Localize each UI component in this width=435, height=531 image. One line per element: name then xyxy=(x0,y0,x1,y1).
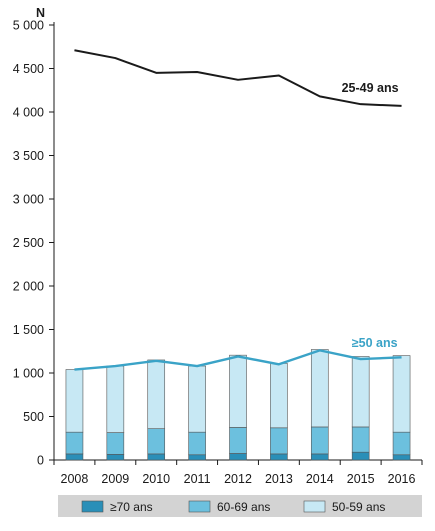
y-tick-label: 500 xyxy=(23,410,44,424)
bar-segment xyxy=(188,454,206,461)
x-tick-label: 2012 xyxy=(224,472,252,486)
bar-segment xyxy=(270,363,288,429)
bar-segment xyxy=(147,453,166,461)
y-tick-label: 3 000 xyxy=(13,193,44,207)
bar-segment xyxy=(106,432,125,455)
series-label: 25-49 ans xyxy=(342,81,399,95)
series-line xyxy=(74,49,402,107)
y-tick-label: 0 xyxy=(37,454,44,468)
x-tick-label: 2011 xyxy=(184,472,211,486)
legend-swatch xyxy=(81,500,104,513)
bar-segment xyxy=(270,427,288,455)
x-tick-label: 2010 xyxy=(142,472,170,486)
bar-segment xyxy=(392,454,411,461)
bar-segment xyxy=(106,454,125,461)
bar-segment xyxy=(310,453,329,461)
bar-segment xyxy=(270,453,288,461)
legend-label: ≥70 ans xyxy=(110,500,153,514)
legend: ≥70 ans 60-69 ans 50-59 ans xyxy=(58,495,422,517)
bar-segment xyxy=(65,431,84,455)
bar-segment xyxy=(229,427,247,454)
y-tick-label: 2 000 xyxy=(13,280,44,294)
y-tick-label: 5 000 xyxy=(13,19,44,33)
series-line xyxy=(74,349,402,371)
bar-segment xyxy=(351,426,370,453)
line-series: 25-49 ans ≥50 ans xyxy=(74,49,402,371)
bar-segment xyxy=(392,355,411,433)
legend-swatch xyxy=(188,500,211,513)
bar-segment xyxy=(229,354,247,428)
x-tick-label: 2016 xyxy=(388,472,416,486)
x-tick-label: 2014 xyxy=(306,472,334,486)
series-label: ≥50 ans xyxy=(352,336,398,350)
x-tick-label: 2009 xyxy=(101,472,129,486)
legend-background xyxy=(58,495,422,517)
x-tick-label: 2015 xyxy=(347,472,375,486)
y-tick-label: 4 000 xyxy=(13,106,44,120)
bar-segment xyxy=(147,428,166,455)
bar-segment xyxy=(229,453,247,461)
bar-segment xyxy=(351,451,370,461)
y-axis-label: N xyxy=(36,6,45,20)
y-tick-label: 2 500 xyxy=(13,236,44,250)
bar-segment xyxy=(188,431,206,456)
bar-segment xyxy=(392,431,411,456)
bar-segment xyxy=(310,349,329,428)
y-axis-ticks: 0 500 1 000 1 500 2 000 2 500 3 000 3 500 4 000 4… xyxy=(13,19,54,468)
x-tick-label: 2008 xyxy=(61,472,89,486)
bar-segment xyxy=(188,365,206,433)
legend-label: 50-59 ans xyxy=(332,500,385,514)
x-axis-ticks: 2008 2009 2010 2011 2012 2013 2014 2015 2016 xyxy=(53,460,423,486)
bar-segment xyxy=(106,365,125,433)
y-tick-label: 1 000 xyxy=(13,367,44,381)
y-tick-label: 4 500 xyxy=(13,62,44,76)
stacked-bars xyxy=(65,349,411,461)
bar-segment xyxy=(65,369,84,433)
y-tick-label: 3 500 xyxy=(13,149,44,163)
x-tick-label: 2013 xyxy=(265,472,293,486)
legend-swatch xyxy=(303,500,326,513)
bar-segment xyxy=(310,426,329,455)
y-tick-label: 1 500 xyxy=(13,323,44,337)
bar-segment xyxy=(147,359,166,429)
legend-label: 60-69 ans xyxy=(217,500,270,514)
bar-segment xyxy=(65,453,84,461)
bar-segment xyxy=(351,356,370,428)
